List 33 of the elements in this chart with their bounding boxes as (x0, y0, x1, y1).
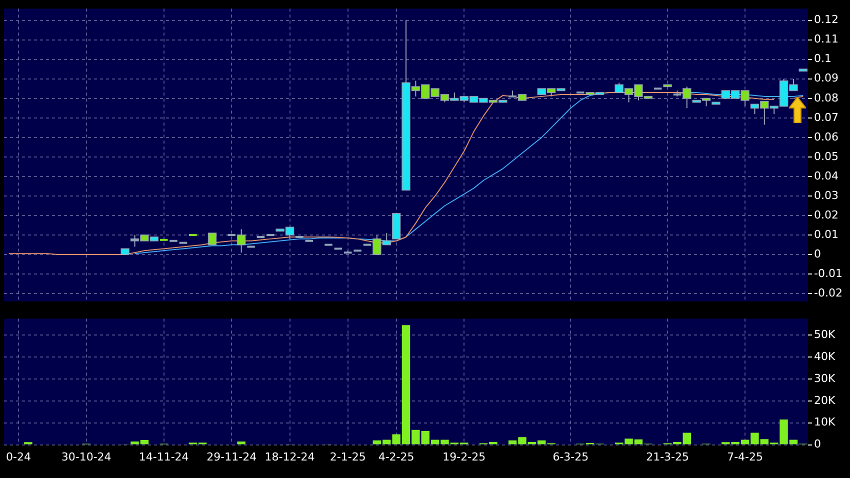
y-tick-label: 30K (814, 372, 836, 385)
x-tick-label: 19-2-25 (442, 450, 486, 464)
y-tick-label: -0.02 (814, 286, 842, 300)
y-tick-label: 0.09 (814, 72, 838, 85)
x-tick-label: 30-10-24 (61, 450, 112, 464)
y-tick-label: 10K (814, 416, 836, 429)
y-tick-label: 0.02 (814, 208, 838, 222)
x-tick-label: 14-11-24 (138, 450, 189, 464)
x-tick-label: 4-2-25 (378, 450, 414, 464)
x-tick-label: 29-11-24 (206, 450, 257, 464)
bar (237, 442, 246, 444)
x-tick-label: 6-3-25 (552, 450, 589, 464)
x-tick-label: 21-3-25 (646, 450, 690, 464)
y-tick-label: 0.11 (814, 32, 838, 46)
y-tick-label: 0.08 (814, 91, 838, 104)
y-tick-label: 50K (814, 328, 836, 341)
y-tick-label: 0.07 (814, 110, 838, 124)
x-tick-label: 18-12-24 (264, 450, 315, 464)
y-tick-label: 0.1 (814, 52, 832, 66)
y-tick-label: 0.05 (814, 150, 838, 163)
y-tick-label: 40K (814, 350, 836, 363)
y-tick-label: 0 (814, 247, 821, 260)
y-tick-label: 0.06 (814, 130, 838, 144)
y-tick-label: 0.04 (814, 169, 838, 182)
y-tick-label: 0 (814, 438, 821, 451)
y-tick-label: 0.01 (814, 228, 838, 241)
y-tick-label: -0.01 (814, 266, 842, 280)
y-tick-label: 0.12 (814, 13, 838, 26)
y-tick-label: 20K (814, 394, 836, 407)
y-tick-label: 0.03 (814, 188, 838, 202)
x-tick-label: 7-4-25 (727, 450, 764, 464)
x-tick-label: 0-24 (6, 450, 32, 464)
x-tick-label: 2-1-25 (330, 450, 366, 464)
